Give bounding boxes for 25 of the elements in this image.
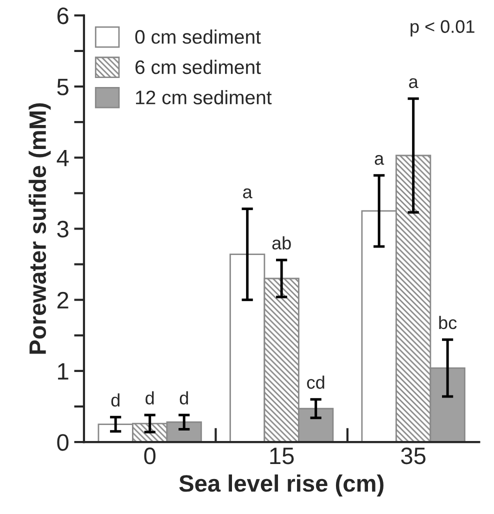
annotation: ab xyxy=(272,236,291,250)
x-axis-title: Sea level rise (cm) xyxy=(179,474,384,496)
y-tick-label: 2 xyxy=(57,292,68,308)
y-tick-label: 1 xyxy=(58,363,68,380)
annotation: p < 0.01 xyxy=(410,20,474,37)
y-tick-label: 0 xyxy=(57,434,68,451)
x-tick-label: 0 xyxy=(144,448,156,464)
annotation: cd xyxy=(307,376,324,389)
legend-label: 0 cm sediment xyxy=(135,30,261,44)
x-tick-label: 15 xyxy=(270,448,294,464)
x-tick-label: 35 xyxy=(401,448,426,464)
y-tick-label: 5 xyxy=(57,78,68,96)
annotation: d xyxy=(180,391,188,405)
annotation: a xyxy=(409,78,418,88)
annotation: a xyxy=(374,154,384,165)
y-tick-label: 4 xyxy=(56,150,69,166)
y-tick-label: 3 xyxy=(57,220,68,238)
annotation: bc xyxy=(439,316,457,330)
annotation: a xyxy=(243,188,252,198)
y-tick-label: 6 xyxy=(57,7,68,24)
legend-label: 6 cm sediment xyxy=(136,60,261,74)
y-axis-title: Porewater sufide (mM) xyxy=(28,103,51,354)
annotation: d xyxy=(111,393,120,407)
legend-label: 12 cm sediment xyxy=(136,90,272,104)
annotation: d xyxy=(146,391,154,405)
